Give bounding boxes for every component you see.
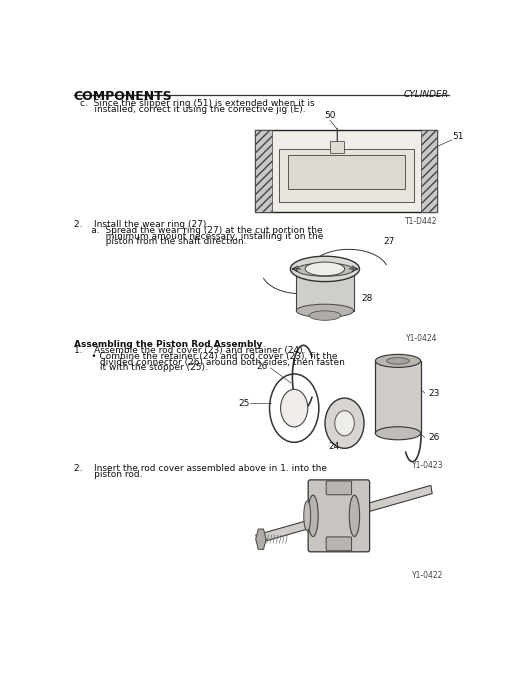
Text: Y1-0422: Y1-0422 [411,571,442,580]
Ellipse shape [375,354,420,368]
Text: E: E [397,166,402,176]
Bar [278,149,413,202]
Text: 25: 25 [238,398,249,407]
Text: Y1-0423: Y1-0423 [411,461,442,470]
Text: 23: 23 [428,389,439,398]
FancyBboxPatch shape [307,480,369,552]
Bar [420,130,436,212]
Text: minimum amount necessary, installing it on the: minimum amount necessary, installing it … [73,232,322,240]
Ellipse shape [280,390,307,427]
Bar [255,130,436,212]
Ellipse shape [304,262,344,275]
Ellipse shape [375,427,420,440]
Text: divided connector (26) around both sides, then fasten: divided connector (26) around both sides… [73,357,344,367]
Bar [296,270,353,311]
Text: 26: 26 [256,362,267,371]
Ellipse shape [324,398,363,449]
Ellipse shape [334,411,354,436]
Text: a.  Spread the wear ring (27) at the cut portion the: a. Spread the wear ring (27) at the cut … [73,226,322,235]
Text: 28: 28 [361,294,372,303]
Ellipse shape [296,304,353,317]
Text: 51: 51 [451,132,462,141]
Text: installed, correct it using the corrective jig (E).: installed, correct it using the correcti… [79,105,304,114]
Bar [329,141,344,153]
Ellipse shape [386,358,409,364]
Polygon shape [256,486,431,543]
Text: Y1-0424: Y1-0424 [405,334,436,343]
Text: 26: 26 [428,433,439,442]
Bar [288,155,404,189]
Text: piston rod.: piston rod. [73,470,142,480]
Ellipse shape [349,495,359,537]
Text: Assembling the Piston Rod Assembly: Assembling the Piston Rod Assembly [73,340,262,349]
Text: 2.    Install the wear ring (27).: 2. Install the wear ring (27). [73,220,209,229]
Text: 1.    Assemble the rod cover (23) and retainer (24).: 1. Assemble the rod cover (23) and retai… [73,346,304,355]
Text: piston from the shaft direction.: piston from the shaft direction. [73,238,246,247]
Text: • Combine the retainer (24) and rod cover (23), fit the: • Combine the retainer (24) and rod cove… [73,352,336,361]
Ellipse shape [303,501,310,531]
Text: T1-D442: T1-D442 [404,217,436,226]
Polygon shape [256,529,266,550]
Bar [375,361,420,433]
Text: it with the stopper (25).: it with the stopper (25). [73,363,207,372]
Ellipse shape [308,311,340,320]
Text: COMPONENTS: COMPONENTS [73,91,172,103]
Text: 2.    Insert the rod cover assembled above in 1. into the: 2. Insert the rod cover assembled above … [73,464,326,473]
Text: c.  Since the slipper ring (51) is extended when it is: c. Since the slipper ring (51) is extend… [79,100,314,109]
Ellipse shape [307,495,318,537]
Text: 50: 50 [324,111,335,120]
Text: 24: 24 [328,442,339,451]
FancyBboxPatch shape [326,537,351,551]
Ellipse shape [296,263,353,276]
Text: CYLINDER: CYLINDER [403,91,448,100]
Bar [255,130,271,212]
Ellipse shape [290,256,359,282]
FancyBboxPatch shape [326,481,351,495]
Text: 27: 27 [382,238,393,247]
